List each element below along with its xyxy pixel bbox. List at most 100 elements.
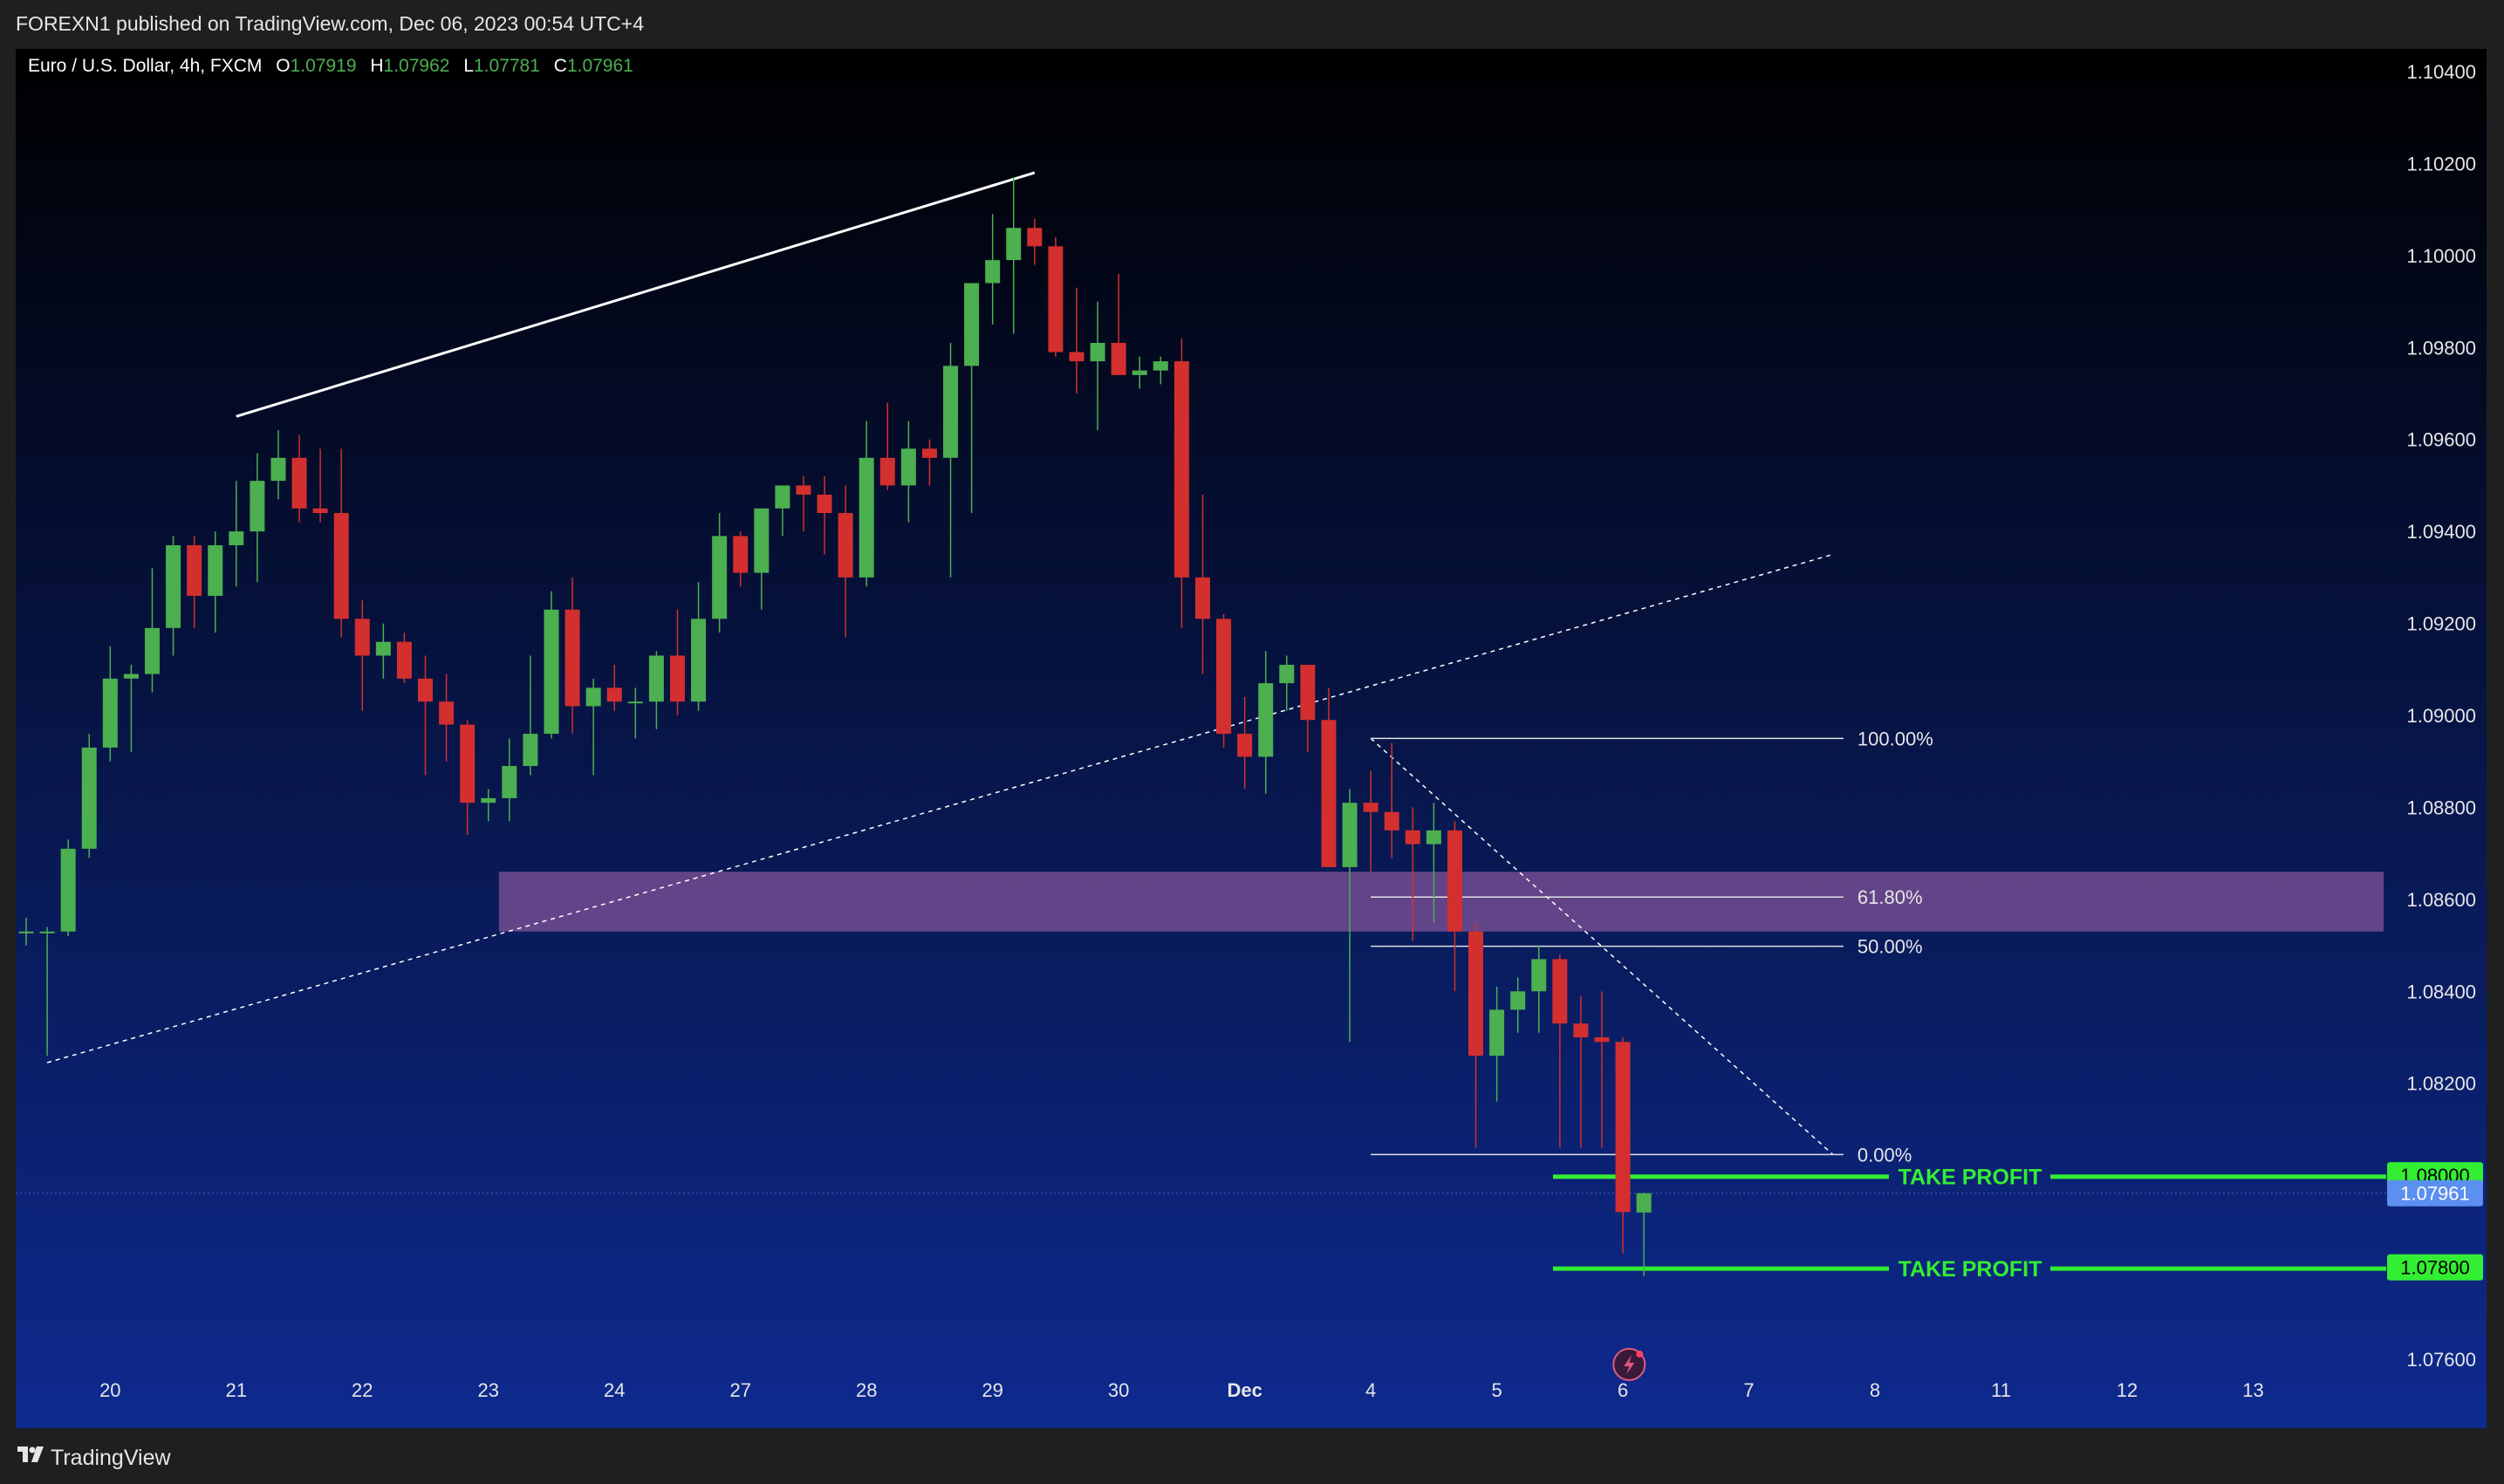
candle-body bbox=[1027, 228, 1043, 247]
candle-body bbox=[921, 448, 937, 458]
x-tick-label: 21 bbox=[226, 1379, 247, 1401]
price-badge bbox=[2387, 1254, 2483, 1281]
y-tick-label: 1.09000 bbox=[2406, 705, 2476, 727]
candle-body bbox=[439, 701, 455, 725]
candle-body bbox=[564, 609, 580, 707]
low-label: L bbox=[463, 56, 474, 76]
symbol-legend: Euro / U.S. Dollar, 4h, FXCM O1.07919 H1… bbox=[28, 56, 633, 77]
candle-body bbox=[1636, 1193, 1652, 1213]
candle-body bbox=[1216, 619, 1232, 735]
x-tick-label: 7 bbox=[1743, 1379, 1754, 1401]
candle-body bbox=[39, 931, 55, 933]
high-value: 1.07962 bbox=[383, 56, 450, 76]
candle-body bbox=[1510, 991, 1526, 1010]
price-badge-label: 1.07961 bbox=[2400, 1183, 2470, 1205]
candle-body bbox=[460, 724, 475, 804]
publish-header: FOREXN1 published on TradingView.com, De… bbox=[0, 0, 2504, 49]
candle-body bbox=[1048, 246, 1064, 352]
candle-body bbox=[208, 544, 223, 596]
y-tick-label: 1.10200 bbox=[2406, 153, 2476, 174]
candle-body bbox=[1090, 343, 1105, 362]
x-tick-label: 23 bbox=[478, 1379, 499, 1401]
x-tick-label: 24 bbox=[604, 1379, 625, 1401]
high-label: H bbox=[370, 56, 384, 76]
close-value: 1.07961 bbox=[566, 56, 633, 76]
candle-body bbox=[754, 508, 770, 573]
y-tick-label: 1.07600 bbox=[2406, 1349, 2476, 1371]
low-value: 1.07781 bbox=[474, 56, 540, 76]
candle-body bbox=[1552, 959, 1568, 1024]
x-tick-label: 6 bbox=[1618, 1379, 1628, 1401]
candle-body bbox=[1447, 830, 1462, 932]
fib-level-label: 50.00% bbox=[1857, 936, 1923, 958]
candle-body bbox=[166, 544, 181, 628]
candle-body bbox=[879, 457, 895, 486]
candle-body bbox=[712, 536, 728, 619]
candle-body bbox=[123, 674, 139, 679]
y-tick-label: 1.08200 bbox=[2406, 1073, 2476, 1095]
x-tick-label: 4 bbox=[1365, 1379, 1376, 1401]
candle-body bbox=[250, 481, 265, 532]
resistance-zone bbox=[498, 872, 2384, 932]
candle-body bbox=[1153, 361, 1168, 371]
candle-body bbox=[859, 457, 874, 578]
candle-body bbox=[838, 513, 853, 578]
candle-body bbox=[817, 494, 832, 514]
candle-body bbox=[985, 260, 1001, 284]
x-tick-label: 11 bbox=[1991, 1379, 2011, 1401]
candle-body bbox=[1363, 803, 1379, 812]
candle-body bbox=[648, 655, 664, 702]
lightning-glyph bbox=[1624, 1355, 1635, 1374]
candle-body bbox=[229, 531, 244, 545]
candle-body bbox=[144, 627, 160, 674]
take-profit-label: TAKE PROFIT bbox=[1899, 1166, 2042, 1190]
candle-body bbox=[312, 508, 328, 514]
candle-body bbox=[1258, 683, 1274, 757]
candle-body bbox=[1194, 577, 1210, 619]
fib-level-label: 100.00% bbox=[1857, 728, 1933, 749]
y-tick-label: 1.10400 bbox=[2406, 61, 2476, 83]
x-tick-label: 13 bbox=[2242, 1379, 2263, 1401]
price-chart[interactable]: 100.00%61.80%50.00%0.00%TAKE PROFITTAKE … bbox=[0, 0, 2504, 1431]
x-tick-label: Dec bbox=[1227, 1379, 1262, 1401]
candle-body bbox=[669, 655, 685, 702]
x-tick-label: 22 bbox=[352, 1379, 373, 1401]
candle-body bbox=[544, 609, 559, 735]
candle-body bbox=[270, 457, 286, 482]
notification-dot bbox=[1636, 1351, 1644, 1357]
y-tick-label: 1.09200 bbox=[2406, 613, 2476, 635]
candle-body bbox=[1384, 811, 1399, 831]
candle-body bbox=[18, 931, 34, 933]
candle-body bbox=[1405, 830, 1420, 845]
candle-body bbox=[1300, 665, 1316, 721]
candle-body bbox=[333, 513, 349, 619]
close-label: C bbox=[553, 56, 567, 76]
candle-body bbox=[1237, 734, 1253, 757]
candle-body bbox=[1615, 1042, 1631, 1213]
candle-body bbox=[375, 641, 391, 656]
take-profit-label: TAKE PROFIT bbox=[1899, 1257, 2042, 1282]
resistance-trendline bbox=[236, 171, 1036, 418]
tradingview-logo-icon[interactable] bbox=[16, 1443, 45, 1466]
candle-body bbox=[606, 687, 622, 702]
support-trendline bbox=[46, 553, 1834, 1063]
candle-body bbox=[1111, 343, 1126, 375]
fib-level-label: 0.00% bbox=[1857, 1144, 1912, 1166]
x-tick-label: 27 bbox=[729, 1379, 750, 1401]
candle-body bbox=[291, 457, 307, 509]
x-tick-label: 29 bbox=[982, 1379, 1002, 1401]
candle-body bbox=[60, 848, 76, 932]
candle-body bbox=[796, 485, 811, 495]
tradingview-brand[interactable]: TradingView bbox=[51, 1446, 171, 1470]
candle-body bbox=[1132, 370, 1147, 375]
candle-body bbox=[943, 366, 959, 458]
candle-body bbox=[964, 283, 980, 366]
fib-level-label: 61.80% bbox=[1857, 886, 1923, 908]
y-tick-label: 1.08400 bbox=[2406, 981, 2476, 1002]
candle-body bbox=[354, 619, 370, 656]
candle-body bbox=[81, 747, 97, 849]
candle-body bbox=[523, 734, 538, 766]
candle-body bbox=[1069, 352, 1084, 362]
x-tick-label: 30 bbox=[1108, 1379, 1129, 1401]
symbol-name: Euro / U.S. Dollar, 4h, FXCM bbox=[28, 56, 263, 76]
